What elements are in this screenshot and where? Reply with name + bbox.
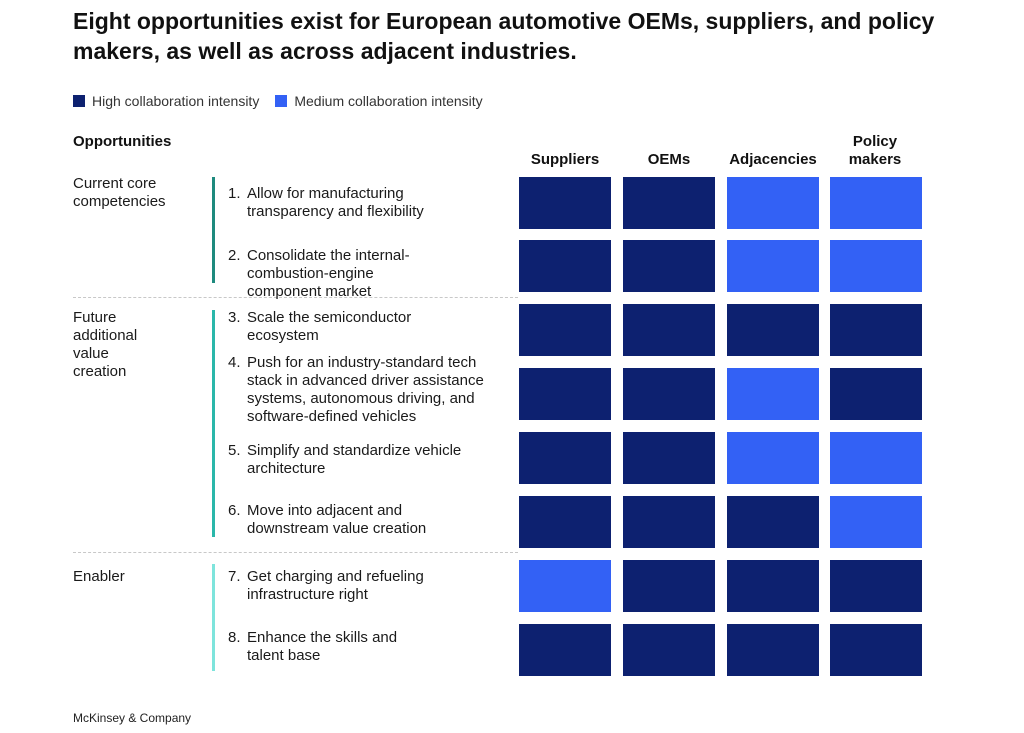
heatmap-cell-7-suppliers [519, 560, 611, 612]
heatmap-cell-3-oems [623, 304, 715, 356]
column-header-policy-makers: Policy makers [848, 133, 902, 168]
opportunity-item-7: 7. Get charging and refueling infrastruc… [228, 568, 518, 604]
opportunity-label: Consolidate the internal-combustion-engi… [247, 247, 410, 300]
opportunity-label: Allow for manufacturing transparency and… [247, 185, 424, 220]
opportunity-item-4: 4. Push for an industry-standard tech st… [228, 354, 518, 426]
heatmap-cell-4-policy-makers [830, 368, 922, 420]
heatmap-cell-1-oems [623, 177, 715, 229]
group-bar-core [212, 177, 215, 283]
heatmap-cell-3-suppliers [519, 304, 611, 356]
group-bar-future [212, 310, 215, 537]
heatmap-cell-8-policy-makers [830, 624, 922, 676]
opportunity-number: 7. [228, 568, 241, 585]
heatmap-cell-3-policy-makers [830, 304, 922, 356]
heatmap-cell-6-suppliers [519, 496, 611, 548]
heatmap-cell-6-policy-makers [830, 496, 922, 548]
legend-item-medium: Medium collaboration intensity [275, 93, 483, 109]
heatmap-cell-7-oems [623, 560, 715, 612]
opportunity-number: 5. [228, 442, 241, 459]
column-header-suppliers: Suppliers [530, 151, 600, 168]
column-header-oems: OEMs [647, 151, 691, 168]
legend-item-high: High collaboration intensity [73, 93, 259, 109]
group-label-core: Current core competencies [73, 175, 166, 210]
opportunity-item-6: 6. Move into adjacent and downstream val… [228, 502, 518, 538]
column-header-adjacencies: Adjacencies [729, 151, 817, 168]
heatmap-cell-8-suppliers [519, 624, 611, 676]
heatmap-cell-6-adjacencies [727, 496, 819, 548]
opportunities-header: Opportunities [73, 133, 172, 150]
heatmap-cell-7-adjacencies [727, 560, 819, 612]
heatmap-cell-4-adjacencies [727, 368, 819, 420]
opportunity-number: 2. [228, 247, 241, 264]
group-bar-enabler [212, 564, 215, 671]
heatmap-cell-1-suppliers [519, 177, 611, 229]
heatmap-cell-8-oems [623, 624, 715, 676]
group-label-future: Future additional value creation [73, 309, 138, 380]
group-divider [73, 552, 518, 553]
opportunity-number: 3. [228, 309, 241, 326]
opportunity-item-3: 3. Scale the semiconductor ecosystem [228, 309, 518, 345]
heatmap-cell-1-policy-makers [830, 177, 922, 229]
opportunity-label: Move into adjacent and downstream value … [247, 502, 427, 537]
group-label-enabler: Enabler [73, 568, 125, 585]
opportunity-number: 4. [228, 354, 241, 371]
heatmap-cell-5-suppliers [519, 432, 611, 484]
heatmap-cell-5-policy-makers [830, 432, 922, 484]
opportunity-label: Enhance the skills and talent base [247, 629, 398, 664]
source-credit: McKinsey & Company [73, 711, 192, 725]
opportunity-label: Simplify and standardize vehicle archite… [247, 442, 462, 477]
chart-title: Eight opportunities exist for European a… [73, 8, 935, 64]
heatmap-cell-5-oems [623, 432, 715, 484]
legend-label-high: High collaboration intensity [92, 93, 260, 109]
opportunity-item-2: 2. Consolidate the internal-combustion-e… [228, 247, 518, 301]
opportunity-item-5: 5. Simplify and standardize vehicle arch… [228, 442, 518, 478]
heatmap-cell-7-policy-makers [830, 560, 922, 612]
legend-swatch-medium [275, 95, 288, 107]
opportunity-label: Get charging and refueling infrastructur… [247, 568, 424, 603]
opportunity-item-1: 1. Allow for manufacturing transparency … [228, 185, 518, 221]
heatmap-cell-8-adjacencies [727, 624, 819, 676]
opportunity-number: 6. [228, 502, 241, 519]
heatmap-cell-1-adjacencies [727, 177, 819, 229]
legend-label-medium: Medium collaboration intensity [294, 93, 483, 109]
opportunity-number: 8. [228, 629, 241, 646]
heatmap-cell-2-policy-makers [830, 240, 922, 292]
heatmap-cell-3-adjacencies [727, 304, 819, 356]
heatmap-cell-5-adjacencies [727, 432, 819, 484]
opportunity-label: Scale the semiconductor ecosystem [247, 309, 412, 344]
group-divider [73, 297, 518, 298]
heatmap-cell-4-suppliers [519, 368, 611, 420]
heatmap-cell-2-suppliers [519, 240, 611, 292]
heatmap-cell-2-adjacencies [727, 240, 819, 292]
legend-swatch-high [73, 95, 85, 107]
legend: High collaboration intensity Medium coll… [73, 92, 499, 110]
heatmap-cell-2-oems [623, 240, 715, 292]
opportunity-label: Push for an industry-standard tech stack… [247, 354, 484, 425]
heatmap-cell-4-oems [623, 368, 715, 420]
opportunity-number: 1. [228, 185, 241, 202]
opportunity-item-8: 8. Enhance the skills and talent base [228, 629, 518, 665]
heatmap-cell-6-oems [623, 496, 715, 548]
